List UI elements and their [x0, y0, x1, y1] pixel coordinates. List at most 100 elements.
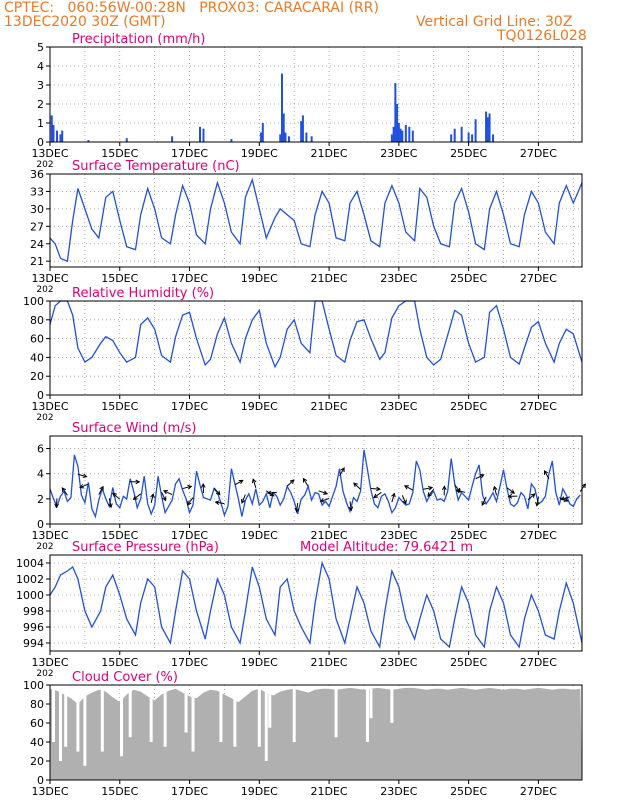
wind-arrow	[579, 483, 586, 492]
wind-arrow-head	[441, 485, 447, 491]
wind-arrow	[98, 486, 104, 495]
y-tick-label: 1	[37, 117, 44, 130]
cloud-gap	[120, 688, 124, 757]
wind-arrow	[161, 492, 167, 501]
cloud-gap	[257, 688, 261, 747]
y-tick-label: 5	[37, 41, 44, 54]
model-code: TQ0126L028	[497, 28, 587, 44]
wind-arrow-head	[427, 492, 432, 497]
y-tick-label: 4	[37, 468, 44, 481]
wind-arrow	[370, 488, 380, 490]
wind-arrow-head	[162, 496, 167, 502]
x-tick-label: 21DEC	[311, 147, 348, 160]
precip-bar	[467, 132, 470, 142]
wind-arrow	[215, 501, 225, 505]
precip-bar	[301, 115, 304, 142]
x-tick-label: 17DEC	[171, 272, 208, 285]
wind-arrow	[163, 490, 173, 496]
x-tick-label: 21DEC	[311, 785, 348, 798]
y-tick-label: 24	[30, 238, 44, 251]
x-tick-label: 17DEC	[171, 400, 208, 413]
y-tick-label: 60	[30, 717, 44, 730]
precip-bar	[396, 104, 399, 142]
precip-bar	[87, 140, 90, 142]
wind-arrow-head	[215, 490, 221, 496]
y-tick-label: 100	[23, 295, 44, 308]
wind-arrow-head	[428, 485, 434, 491]
precip-bar	[279, 134, 282, 142]
cloud-gap	[58, 688, 62, 761]
x-tick-label: 23DEC	[380, 400, 417, 413]
x-tick-label: 25DEC	[450, 656, 487, 669]
cloud-gap	[369, 688, 373, 719]
wind-arrow-head	[543, 469, 549, 475]
cloud-gap	[184, 688, 188, 733]
wind-arrow-head	[200, 483, 206, 488]
wind-arrow	[61, 487, 68, 496]
precip-bar	[399, 128, 402, 142]
y-tick-label: 30	[30, 203, 44, 216]
wind-arrow	[481, 496, 487, 506]
wind-arrow	[536, 496, 539, 506]
cloud-title: Cloud Cover (%)	[72, 670, 178, 685]
wind-arrow-head	[108, 503, 113, 509]
precip-bar	[485, 111, 488, 142]
wind-arrow-head	[391, 492, 396, 498]
x-tick-label: 21DEC	[311, 529, 348, 542]
wind-arrow	[506, 487, 515, 494]
wind-arrow-head	[323, 490, 329, 495]
precip-frame	[49, 46, 583, 143]
x-tick-label: 13DEC	[31, 656, 68, 669]
y-tick-label: 100	[23, 679, 44, 692]
grid-note: Vertical Grid Line: 30Z	[416, 14, 573, 30]
wind-arrow-head	[510, 489, 516, 494]
wind-arrow-head	[54, 503, 59, 509]
y-tick-label: 6	[37, 443, 44, 456]
y-tick-label: 2	[37, 493, 44, 506]
wind-arrow	[353, 482, 361, 490]
y-tick-label: 4	[37, 60, 44, 73]
year-stub: 202	[36, 413, 53, 423]
x-tick-label: 27DEC	[520, 656, 557, 669]
precip-bar	[453, 128, 456, 142]
wind-arrow-head	[492, 485, 498, 491]
wind-arrow-head	[376, 486, 381, 492]
x-tick-label: 17DEC	[171, 147, 208, 160]
wind-arrow-head	[135, 479, 141, 485]
precip-bar	[401, 130, 404, 142]
wind-arrow-head	[402, 499, 407, 505]
cloud-gap	[390, 688, 394, 723]
wind-arrow	[404, 485, 414, 491]
wind-arrow-head	[563, 497, 569, 502]
wind-arrow	[391, 493, 395, 503]
wind-arrow-head	[455, 488, 461, 494]
wind-arrow	[423, 487, 433, 490]
x-tick-label: 27DEC	[520, 147, 557, 160]
wind-arrow	[373, 491, 382, 498]
precip-bar	[471, 134, 474, 142]
y-tick-label: 33	[30, 185, 44, 198]
wind-arrow-head	[348, 506, 354, 512]
cloud-gap	[233, 688, 237, 747]
x-tick-label: 21DEC	[311, 400, 348, 413]
cloud-gap	[149, 688, 153, 742]
cloud-area	[50, 687, 582, 780]
year-stub: 202	[36, 669, 53, 679]
wind-arrow-head	[319, 498, 325, 503]
precip-bar	[261, 123, 264, 142]
wind-arrow	[456, 489, 466, 493]
precip-bar	[50, 115, 53, 142]
precip-title: Precipitation (mm/h)	[72, 32, 205, 47]
wind-arrow-head	[187, 484, 193, 490]
x-tick-label: 27DEC	[520, 785, 557, 798]
y-tick-label: 21	[30, 255, 44, 268]
run-date: 13DEC2020 30Z (GMT)	[4, 14, 166, 30]
cloud-gap	[264, 688, 268, 761]
cloud-gap	[219, 688, 223, 742]
y-tick-label: 0	[37, 518, 44, 531]
precip-bar	[300, 121, 303, 142]
y-tick-label: 0	[37, 389, 44, 402]
wind-arrow	[77, 473, 87, 478]
wind-arrow	[267, 491, 277, 494]
x-tick-label: 15DEC	[101, 400, 138, 413]
